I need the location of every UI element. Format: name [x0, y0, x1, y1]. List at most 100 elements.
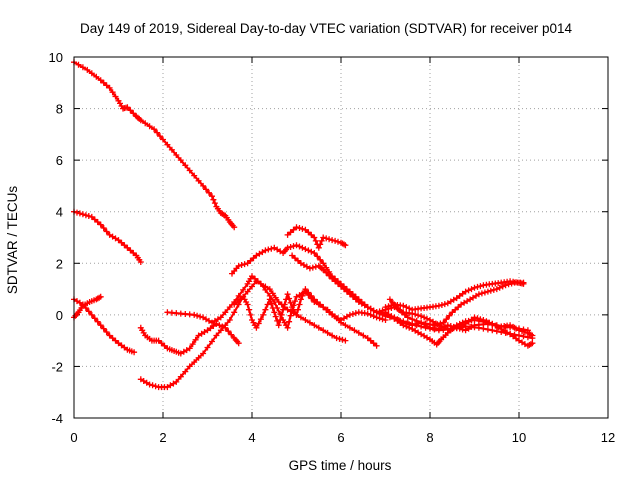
- data-point-marker: [385, 303, 392, 310]
- series-arc-15: [386, 279, 527, 329]
- data-point-marker: [346, 324, 353, 331]
- axis-ticks: 0 2 4 6 8 10 12 -4 -2 0 2 4 6 8 10: [49, 50, 616, 445]
- plot-frame: [73, 56, 609, 419]
- data-point-marker: [502, 282, 509, 289]
- data-point-marker: [130, 110, 137, 117]
- y-tick-label: 0: [56, 308, 63, 323]
- data-point-marker: [302, 246, 309, 253]
- series-arc-6: [137, 278, 349, 391]
- data-point-marker: [320, 234, 327, 241]
- data-point-marker: [257, 280, 264, 287]
- data-point-marker: [516, 327, 522, 334]
- data-point-marker: [271, 309, 278, 316]
- data-point-marker: [216, 322, 223, 329]
- data-point-marker: [97, 221, 104, 228]
- data-point-marker: [471, 284, 478, 291]
- data-point-marker: [465, 287, 472, 294]
- data-point-marker: [409, 316, 416, 323]
- data-point-marker: [182, 368, 189, 375]
- data-point-marker: [257, 316, 264, 323]
- data-point-marker: [287, 244, 294, 250]
- data-point-marker: [499, 283, 506, 290]
- data-point-marker: [88, 311, 95, 318]
- data-point-marker: [312, 237, 319, 244]
- data-point-marker: [195, 177, 202, 184]
- data-point-marker: [75, 61, 82, 68]
- data-point-marker: [293, 242, 300, 249]
- series-arc-8: [231, 286, 389, 331]
- series-arc-13: [382, 309, 536, 348]
- data-point-marker: [189, 341, 196, 348]
- data-point-marker: [194, 312, 201, 319]
- data-point-marker: [296, 225, 303, 231]
- data-point-marker: [309, 264, 316, 271]
- data-point-marker: [308, 292, 315, 299]
- data-point-marker: [146, 123, 153, 130]
- data-point-marker: [287, 312, 294, 319]
- data-point-marker: [85, 308, 92, 315]
- data-point-marker: [283, 296, 290, 303]
- data-point-marker: [474, 283, 481, 290]
- data-point-marker: [413, 317, 420, 324]
- data-point-marker: [493, 322, 500, 329]
- data-point-marker: [314, 253, 321, 260]
- data-point-marker: [173, 152, 180, 158]
- data-point-marker: [529, 332, 536, 339]
- data-point-marker: [265, 246, 272, 253]
- data-point-marker: [82, 212, 89, 219]
- data-point-marker: [342, 337, 349, 344]
- data-point-marker: [79, 64, 86, 71]
- data-point-marker: [360, 332, 367, 339]
- data-point-marker: [418, 313, 425, 320]
- x-axis-label: GPS time / hours: [289, 458, 392, 473]
- data-point-marker: [91, 315, 98, 322]
- data-point-marker: [370, 313, 377, 320]
- data-point-marker: [487, 287, 494, 294]
- data-point-marker: [244, 288, 251, 295]
- data-point-marker: [238, 262, 245, 268]
- data-point-marker: [127, 107, 134, 114]
- data-point-marker: [266, 286, 273, 293]
- data-point-marker: [431, 322, 438, 329]
- data-point-marker: [293, 224, 300, 231]
- x-tick-label: 6: [337, 430, 344, 445]
- data-point-marker: [191, 359, 198, 366]
- data-point-marker: [85, 213, 92, 219]
- data-point-marker: [240, 286, 247, 293]
- data-point-marker: [477, 283, 484, 290]
- data-point-marker: [443, 316, 450, 323]
- data-point-marker: [286, 295, 293, 302]
- data-point-marker: [315, 324, 322, 331]
- data-point-marker: [404, 314, 411, 321]
- data-point-marker: [241, 261, 248, 268]
- data-point-marker: [262, 286, 269, 293]
- data-point-marker: [112, 93, 119, 100]
- data-point-marker: [235, 262, 242, 269]
- data-point-marker: [332, 237, 339, 244]
- data-point-marker: [244, 301, 251, 308]
- x-tick-label: 12: [601, 430, 615, 445]
- data-point-marker: [438, 302, 445, 308]
- data-point-marker: [277, 317, 284, 323]
- data-point-marker: [520, 333, 527, 340]
- data-point-marker: [84, 66, 91, 73]
- data-point-marker: [299, 292, 306, 299]
- data-point-marker: [137, 259, 144, 265]
- data-point-marker: [305, 289, 312, 296]
- data-point-marker: [231, 224, 238, 231]
- data-point-marker: [222, 309, 229, 316]
- data-point-marker: [275, 322, 282, 329]
- data-point-marker: [471, 317, 478, 323]
- data-point-marker: [480, 318, 487, 325]
- data-point-marker: [441, 324, 448, 331]
- data-point-marker: [456, 320, 463, 327]
- data-point-marker: [505, 281, 512, 288]
- x-tick-label: 4: [248, 430, 255, 445]
- data-point-marker: [490, 286, 497, 293]
- data-point-marker: [287, 299, 294, 306]
- data-point-marker: [94, 318, 101, 325]
- data-point-marker: [182, 162, 189, 169]
- data-point-marker: [217, 314, 224, 321]
- y-tick-label: 10: [49, 50, 63, 65]
- data-point-marker: [333, 335, 340, 342]
